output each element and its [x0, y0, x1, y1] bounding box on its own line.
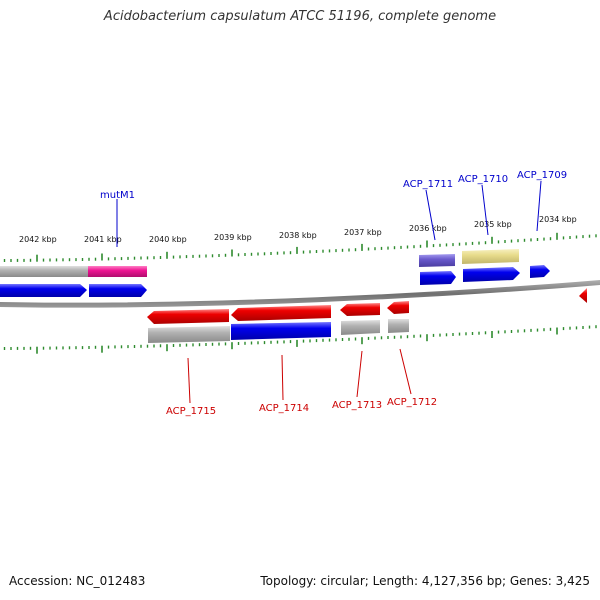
genome-backbone: [0, 280, 600, 308]
label-leaders: [116, 180, 542, 404]
scale-label: 2038 kbp: [279, 231, 317, 240]
gene-label-forward[interactable]: ACP_1711: [403, 179, 453, 190]
cds-arrow[interactable]: [0, 284, 87, 297]
gene-feature-ACP_1712[interactable]: [388, 319, 409, 333]
scale-label: 2042 kbp: [19, 235, 57, 244]
leader-ACP_1710: [481, 184, 489, 236]
cds-arrow-ACP_1713[interactable]: [340, 303, 380, 316]
gene-label-reverse[interactable]: ACP_1715: [166, 406, 216, 417]
outer-tick-ring: [3, 232, 597, 262]
leader-ACP_1709: [536, 180, 542, 232]
gene-feature-ACP_1715[interactable]: [148, 326, 230, 343]
leader-ACP_1713: [356, 350, 363, 398]
cds-arrow-ACP_1711[interactable]: [420, 271, 456, 285]
scale-label: 2036 kbp: [409, 224, 447, 233]
gene-feature-mutM1[interactable]: [88, 266, 147, 277]
gene-label-forward[interactable]: mutM1: [100, 190, 135, 201]
cds-arrow-ACP_1709[interactable]: [530, 265, 550, 278]
gene-feature-ACP_1714[interactable]: [231, 322, 331, 340]
gene-label-reverse[interactable]: ACP_1714: [259, 403, 309, 414]
scale-label: 2037 kbp: [344, 228, 382, 237]
cds-arrow-ACP_1712[interactable]: [387, 301, 409, 314]
gene-label-reverse[interactable]: ACP_1713: [332, 400, 382, 411]
cds-arrow-edge[interactable]: [579, 288, 587, 303]
inner-tick-ring: [3, 325, 597, 354]
cds-arrow-mutM1[interactable]: [89, 284, 147, 297]
leader-ACP_1714: [281, 354, 284, 401]
accession-text: Accession: NC_012483: [9, 574, 146, 588]
cds-arrow-ACP_1710[interactable]: [463, 267, 520, 282]
gene-label-forward[interactable]: ACP_1709: [517, 170, 567, 181]
gene-label-forward[interactable]: ACP_1710: [458, 174, 508, 185]
gene-labels: mutM1 ACP_1711 ACP_1710 ACP_1709 ACP_171…: [100, 170, 567, 417]
gene-label-reverse[interactable]: ACP_1712: [387, 397, 437, 408]
gene-feature-ACP_1710[interactable]: [462, 249, 519, 264]
scale-label: 2040 kbp: [149, 235, 187, 244]
cds-arrow-ACP_1715[interactable]: [147, 309, 229, 324]
leader-ACP_1712: [399, 348, 412, 395]
genome-summary-text: Topology: circular; Length: 4,127,356 bp…: [260, 574, 590, 588]
forward-cds-track: [0, 265, 550, 297]
scale-label: 2034 kbp: [539, 215, 577, 224]
cds-arrow-ACP_1714[interactable]: [231, 305, 331, 321]
gene-feature-ACP_1711[interactable]: [419, 254, 455, 267]
scale-label: 2041 kbp: [84, 235, 122, 244]
leader-ACP_1711: [425, 189, 436, 241]
scale-label: 2039 kbp: [214, 233, 252, 242]
map-title: Acidobacterium capsulatum ATCC 51196, co…: [103, 9, 497, 24]
leader-ACP_1715: [187, 357, 191, 404]
scale-labels: 2042 kbp 2041 kbp 2040 kbp 2039 kbp 2038…: [19, 215, 577, 244]
scale-label: 2035 kbp: [474, 220, 512, 229]
gene-feature-ACP_1713[interactable]: [341, 320, 380, 335]
reverse-gene-track: [148, 319, 409, 343]
gene-feature[interactable]: [0, 266, 88, 277]
forward-gene-track: [0, 249, 519, 277]
reverse-cds-track: [147, 288, 587, 324]
